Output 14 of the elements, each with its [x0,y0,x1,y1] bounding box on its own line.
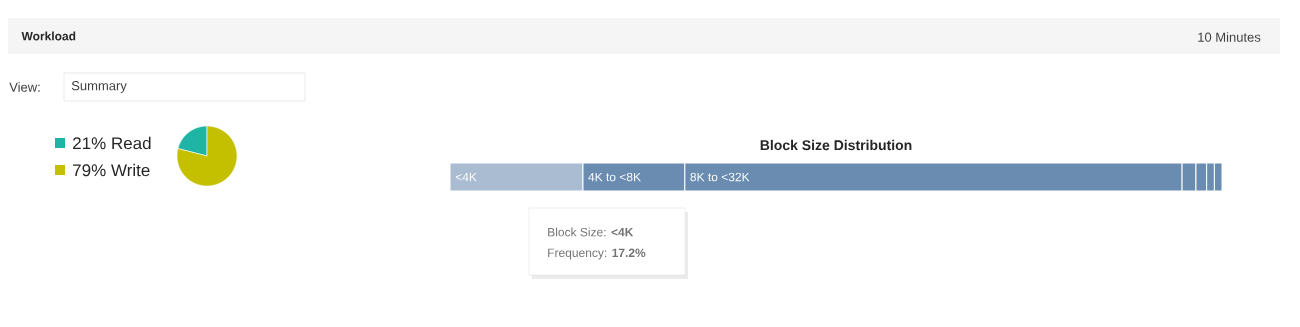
text: 10 Minutes [1198,32,1261,42]
slice-label: Read [112,136,151,150]
series-label: <4K [455,172,477,182]
chart-title: Block Size Distribution [760,139,912,151]
text: View: [9,82,40,92]
data-label: 79% [73,164,106,177]
text: Summary [71,81,127,93]
slice-label: Write [111,163,150,177]
series-label: 8K to <32K [690,172,750,182]
text: Frequency: 17.2% [548,248,646,260]
text: Workload [21,31,76,41]
data-label: 21% [73,137,106,150]
series-label: 4K to <8K [588,172,641,182]
text: Block Size: <4K [548,227,634,237]
